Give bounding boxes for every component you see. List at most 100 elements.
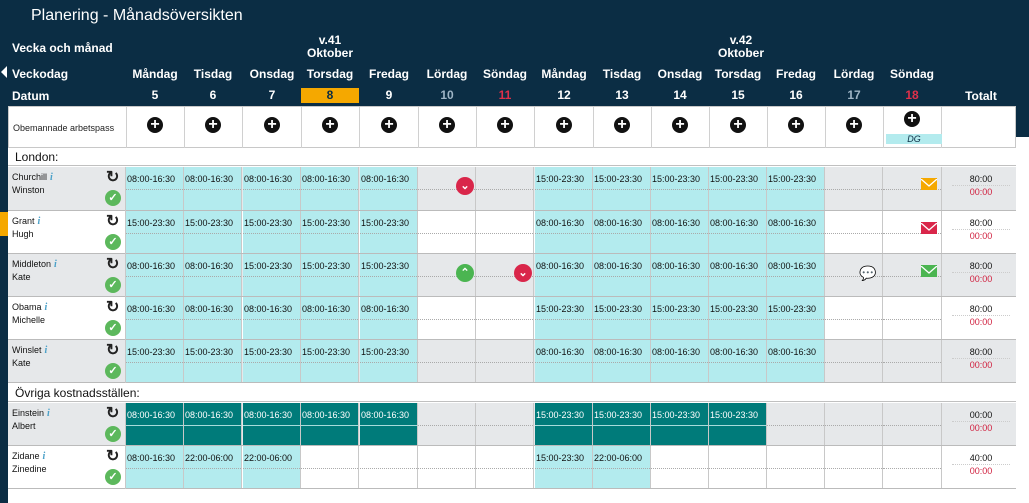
- shift-cell[interactable]: [883, 446, 942, 488]
- info-icon[interactable]: i: [50, 172, 53, 183]
- shift-cell[interactable]: [301, 446, 359, 488]
- shift-cell[interactable]: [825, 340, 883, 382]
- shift-cell[interactable]: [476, 211, 534, 253]
- shift-cell[interactable]: 08:00-16:30: [651, 254, 709, 296]
- check-circle-icon[interactable]: ✓: [105, 426, 121, 442]
- reload-icon[interactable]: ↻: [106, 213, 120, 230]
- shift-cell[interactable]: 08:00-16:30: [243, 167, 301, 210]
- shift-cell[interactable]: 15:00-23:30: [126, 211, 184, 253]
- add-shift-icon[interactable]: +: [264, 117, 280, 133]
- shift-cell[interactable]: [476, 297, 534, 339]
- add-shift-icon[interactable]: +: [381, 117, 397, 133]
- shift-cell[interactable]: 08:00-16:30: [709, 254, 767, 296]
- shift-cell[interactable]: 08:00-16:30: [126, 167, 184, 210]
- shift-cell[interactable]: [418, 403, 476, 445]
- shift-cell[interactable]: 08:00-16:30: [709, 340, 767, 382]
- envelope-icon[interactable]: [920, 178, 938, 190]
- shift-cell[interactable]: [418, 340, 476, 382]
- shift-cell[interactable]: 15:00-23:30: [709, 403, 767, 445]
- shift-cell[interactable]: [360, 446, 418, 488]
- shift-cell[interactable]: [883, 211, 942, 253]
- shift-cell[interactable]: [418, 167, 476, 210]
- shift-cell[interactable]: 15:00-23:30: [535, 446, 593, 488]
- shift-cell[interactable]: [883, 403, 942, 445]
- shift-cell[interactable]: 15:00-23:30: [301, 340, 359, 382]
- shift-cell[interactable]: 08:00-16:30: [126, 297, 184, 339]
- shift-cell[interactable]: 15:00-23:30: [243, 211, 301, 253]
- shift-cell[interactable]: 08:00-16:30: [535, 211, 593, 253]
- shift-cell[interactable]: 08:00-16:30: [651, 211, 709, 253]
- shift-cell[interactable]: 15:00-23:30: [651, 167, 709, 210]
- shift-cell[interactable]: [883, 254, 942, 296]
- shift-cell[interactable]: [883, 167, 942, 210]
- check-circle-icon[interactable]: ✓: [105, 469, 121, 485]
- shift-cell[interactable]: 08:00-16:30: [360, 297, 418, 339]
- shift-cell[interactable]: [476, 254, 534, 296]
- reload-icon[interactable]: ↻: [106, 299, 120, 316]
- shift-cell[interactable]: 22:00-06:00: [593, 446, 651, 488]
- shift-cell[interactable]: 08:00-16:30: [184, 254, 242, 296]
- shift-cell[interactable]: 15:00-23:30: [535, 167, 593, 210]
- shift-cell[interactable]: 08:00-16:30: [535, 340, 593, 382]
- shift-cell[interactable]: 08:00-16:30: [243, 297, 301, 339]
- shift-cell[interactable]: [476, 446, 534, 488]
- shift-cell[interactable]: 15:00-23:30: [709, 167, 767, 210]
- info-icon[interactable]: i: [37, 216, 41, 227]
- shift-cell[interactable]: 15:00-23:30: [535, 297, 593, 339]
- shift-cell[interactable]: [825, 403, 883, 445]
- shift-cell[interactable]: 15:00-23:30: [360, 254, 418, 296]
- shift-cell[interactable]: 15:00-23:30: [535, 403, 593, 445]
- check-circle-icon[interactable]: ✓: [105, 277, 121, 293]
- shift-cell[interactable]: 08:00-16:30: [126, 403, 184, 445]
- check-circle-icon[interactable]: ✓: [105, 320, 121, 336]
- shift-cell[interactable]: 08:00-16:30: [301, 167, 359, 210]
- shift-cell[interactable]: 08:00-16:30: [360, 403, 418, 445]
- chevron-up-icon[interactable]: ⌃: [456, 264, 474, 282]
- shift-cell[interactable]: [476, 340, 534, 382]
- shift-cell[interactable]: 15:00-23:30: [360, 211, 418, 253]
- shift-cell[interactable]: [651, 446, 709, 488]
- envelope-icon[interactable]: [920, 222, 938, 234]
- add-shift-icon[interactable]: +: [672, 117, 688, 133]
- shift-cell[interactable]: 15:00-23:30: [301, 211, 359, 253]
- info-icon[interactable]: i: [42, 451, 46, 462]
- reload-icon[interactable]: ↻: [106, 342, 120, 359]
- shift-cell[interactable]: 08:00-16:30: [301, 403, 359, 445]
- shift-cell[interactable]: [825, 446, 883, 488]
- collapse-arrow-icon[interactable]: [1, 66, 7, 78]
- info-icon[interactable]: i: [44, 302, 48, 313]
- chevron-down-icon[interactable]: ⌄: [456, 177, 474, 195]
- add-shift-icon[interactable]: +: [205, 117, 221, 133]
- chat-icon[interactable]: 💬: [859, 265, 877, 281]
- shift-cell[interactable]: 08:00-16:30: [184, 167, 242, 210]
- shift-cell[interactable]: [825, 297, 883, 339]
- shift-cell[interactable]: 15:00-23:30: [301, 254, 359, 296]
- shift-cell[interactable]: [883, 297, 942, 339]
- shift-cell[interactable]: 08:00-16:30: [593, 254, 651, 296]
- shift-cell[interactable]: [767, 403, 825, 445]
- shift-cell[interactable]: [825, 167, 883, 210]
- shift-cell[interactable]: [476, 167, 534, 210]
- shift-cell[interactable]: [825, 211, 883, 253]
- shift-cell[interactable]: 15:00-23:30: [593, 167, 651, 210]
- add-shift-icon[interactable]: +: [614, 117, 630, 133]
- reload-icon[interactable]: ↻: [106, 448, 120, 465]
- shift-cell[interactable]: 08:00-16:30: [184, 297, 242, 339]
- shift-cell[interactable]: [418, 211, 476, 253]
- shift-cell[interactable]: 15:00-23:30: [651, 297, 709, 339]
- reload-icon[interactable]: ↻: [106, 256, 120, 273]
- shift-cell[interactable]: 08:00-16:30: [709, 211, 767, 253]
- shift-cell[interactable]: 15:00-23:30: [126, 340, 184, 382]
- reload-icon[interactable]: ↻: [106, 405, 120, 422]
- shift-cell[interactable]: 08:00-16:30: [126, 446, 184, 488]
- shift-cell[interactable]: 08:00-16:30: [126, 254, 184, 296]
- reload-icon[interactable]: ↻: [106, 169, 120, 186]
- shift-cell[interactable]: 15:00-23:30: [767, 297, 825, 339]
- shift-cell[interactable]: 08:00-16:30: [301, 297, 359, 339]
- shift-cell[interactable]: 22:00-06:00: [243, 446, 301, 488]
- employee-name[interactable]: Churchill i Winston: [12, 171, 53, 196]
- shift-cell[interactable]: 08:00-16:30: [360, 167, 418, 210]
- shift-cell[interactable]: 22:00-06:00: [184, 446, 242, 488]
- add-shift-icon[interactable]: +: [904, 111, 920, 127]
- dg-badge[interactable]: DG: [886, 134, 942, 144]
